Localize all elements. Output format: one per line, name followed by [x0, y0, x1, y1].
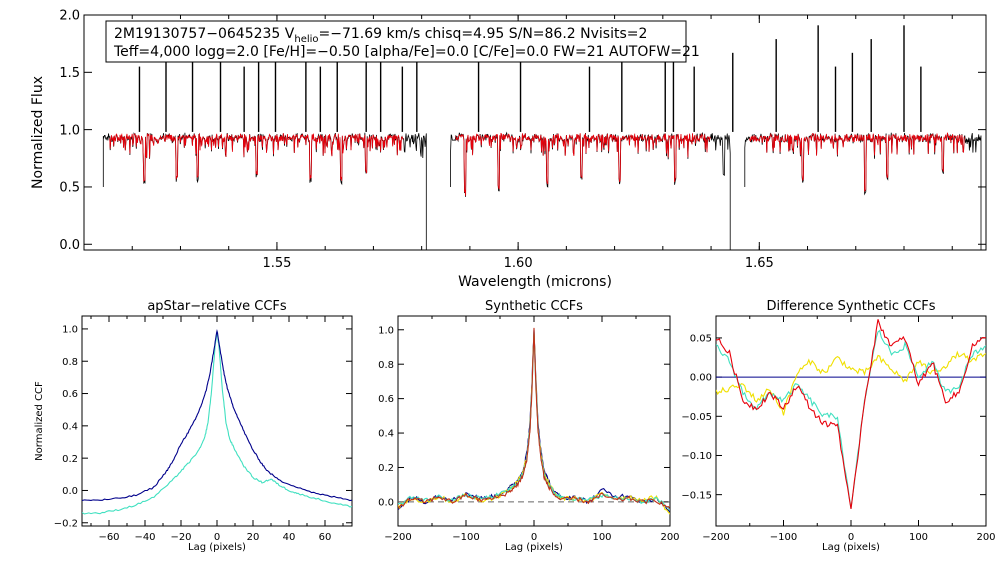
y-tick-label: 0.8	[378, 360, 394, 371]
chart-title: apStar−relative CCFs	[147, 299, 287, 314]
y-tick-label: −0.10	[681, 451, 712, 462]
x-tick-label: 40	[283, 532, 296, 543]
model-spectrum-chip-3	[749, 131, 965, 192]
y-tick-label: 0.00	[690, 373, 712, 384]
y-axis-label: Normalized Flux	[30, 76, 46, 189]
ccf-series-visit-2	[82, 329, 352, 502]
x-tick-label: 200	[660, 532, 679, 543]
chart-title: Difference Synthetic CCFs	[766, 299, 935, 314]
y-tick-label: 1.5	[59, 66, 80, 81]
y-tick-label: −0.2	[54, 518, 78, 529]
x-tick-label: −200	[384, 532, 411, 543]
observed-spectrum-chip-1	[102, 132, 427, 250]
x-tick-label: 200	[976, 532, 995, 543]
fit-parameters: =−71.69 km/s chisq=4.95 S/N=86.2 Nvisits…	[319, 26, 648, 42]
annotation-line-1: 2M19130757−0645235 Vhelio=−71.69 km/s ch…	[114, 26, 647, 45]
x-tick-label: −20	[170, 532, 191, 543]
y-axis-label: Normalized CCF	[34, 381, 45, 461]
y-tick-label: 0.6	[378, 394, 394, 405]
star-id-vhelio: 2M19130757−0645235 V	[114, 26, 295, 42]
apstar-ccf-panel: −60 −40 −20 0 20 40 60 −0.2 0.0 0.2 0.4 0.6 0.8 1.0 ap…	[34, 299, 353, 553]
x-tick-label: 0	[214, 532, 220, 543]
y-tick-label: 0.05	[690, 334, 712, 345]
helio-subscript: helio	[294, 34, 318, 45]
ccf-series-visit-2	[716, 329, 986, 509]
ccf-series-visit-1	[398, 329, 670, 513]
y-tick-label: 0.8	[62, 357, 78, 368]
x-tick-label: 60	[319, 532, 332, 543]
model-spectrum-chip-1	[109, 132, 404, 182]
ccf-series-visit-1	[716, 350, 986, 416]
x-tick-label: 1.65	[745, 256, 774, 271]
y-tick-label: 1.0	[59, 123, 80, 138]
ccf-series-visit-1	[82, 331, 352, 515]
y-tick-label: 0.0	[62, 486, 78, 497]
x-axis-label: Lag (pixels)	[505, 542, 563, 553]
spectrum-panel: 1.55 1.60 1.65 0.0 0.5 1.0 1.5 2.0 Wavelength (m…	[30, 9, 987, 290]
y-tick-label: 1.0	[378, 325, 394, 336]
x-tick-label: −100	[452, 532, 479, 543]
x-tick-label: −40	[134, 532, 155, 543]
y-tick-label: 0.4	[378, 429, 394, 440]
y-tick-label: 1.0	[62, 325, 78, 336]
plot-frame	[81, 315, 353, 527]
y-tick-label: 0.2	[62, 454, 78, 465]
x-tick-label: 100	[909, 532, 928, 543]
x-tick-label: 100	[592, 532, 611, 543]
y-tick-label: 0.6	[62, 389, 78, 400]
x-tick-label: −100	[770, 532, 797, 543]
model-spectrum-chip-2	[455, 132, 711, 196]
x-tick-label: 0	[848, 532, 854, 543]
annotation-line-2: Teff=4,000 logg=2.0 [Fe/H]=−0.50 [alpha/…	[113, 44, 700, 60]
y-tick-label: 0.0	[59, 238, 80, 253]
x-tick-label: 1.55	[262, 256, 291, 271]
x-axis-label: Wavelength (microns)	[458, 274, 612, 290]
y-tick-label: 0.0	[378, 498, 394, 509]
y-tick-label: −0.15	[681, 490, 712, 501]
plot-frame	[83, 14, 987, 251]
y-tick-label: 0.5	[59, 181, 80, 196]
chart-title: Synthetic CCFs	[485, 299, 583, 314]
ccf-series-combined	[398, 327, 670, 510]
x-tick-label: 0	[531, 532, 537, 543]
ccf-series-combined	[716, 319, 986, 509]
ccf-series-visit-3	[398, 331, 670, 511]
x-tick-label: 20	[247, 532, 260, 543]
y-tick-label: 0.2	[378, 463, 394, 474]
annotation-frame	[105, 20, 687, 63]
plot-frame	[715, 315, 987, 527]
x-axis-label: Lag (pixels)	[822, 542, 880, 553]
y-tick-label: −0.05	[681, 412, 712, 423]
annotation-box: 2M19130757−0645235 Vhelio=−71.69 km/s ch…	[105, 20, 700, 63]
x-tick-label: −200	[702, 532, 729, 543]
x-tick-label: −60	[98, 532, 119, 543]
y-tick-label: 2.0	[59, 9, 80, 24]
ccf-series-visit-2	[398, 333, 670, 515]
x-tick-label: 1.60	[504, 256, 533, 271]
y-tick-label: 0.4	[62, 421, 78, 432]
synthetic-ccf-panel: −200 −100 0 100 200 0.0 0.2 0.4 0.6 0.8 1.0 Synthet…	[378, 299, 679, 553]
x-axis-label: Lag (pixels)	[188, 542, 246, 553]
difference-ccf-panel: −200 −100 0 100 200 −0.15 −0.10 −0.05 0.00 0.05 Di…	[681, 299, 995, 553]
